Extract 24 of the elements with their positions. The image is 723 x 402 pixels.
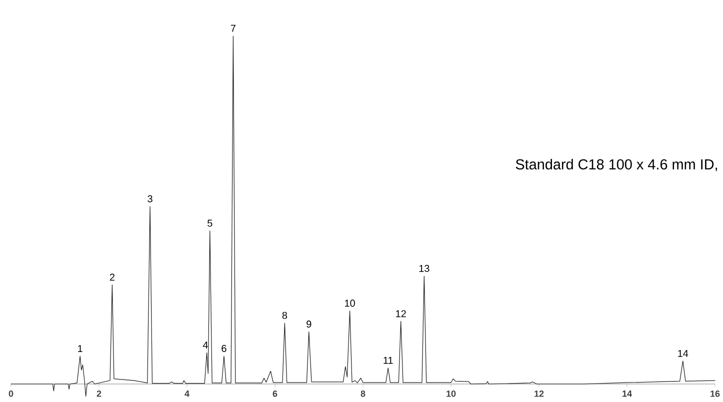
- annotation: 3: [148, 195, 152, 202]
- annotation: 7: [230, 24, 236, 32]
- x-tick-label: 10: [446, 390, 456, 397]
- x-tick-label: 14: [622, 390, 632, 397]
- x-tick-label: 4: [184, 390, 190, 397]
- annotation: 2: [110, 274, 114, 281]
- annotation: 4: [202, 342, 208, 348]
- annotation: 14: [678, 350, 688, 357]
- x-tick-label: 0: [8, 390, 14, 397]
- annotation: 11: [384, 356, 393, 364]
- annotation: 10: [345, 300, 355, 307]
- x-tick-label: 16: [710, 390, 720, 397]
- x-tick-label: 2: [96, 390, 102, 397]
- annotation: 13: [419, 264, 430, 272]
- annotation: 1: [78, 345, 82, 352]
- annotation: 6: [222, 344, 226, 352]
- annotation: Standard C18 100 x 4.6 mm ID,: [516, 158, 717, 172]
- x-tick-label: 6: [272, 390, 278, 397]
- x-tick-label: 12: [534, 390, 544, 397]
- annotation: 5: [208, 220, 212, 227]
- x-tick-label: 8: [360, 390, 366, 397]
- annotation: 12: [396, 310, 406, 318]
- annotation: 9: [306, 320, 312, 328]
- annotation: 8: [282, 312, 288, 319]
